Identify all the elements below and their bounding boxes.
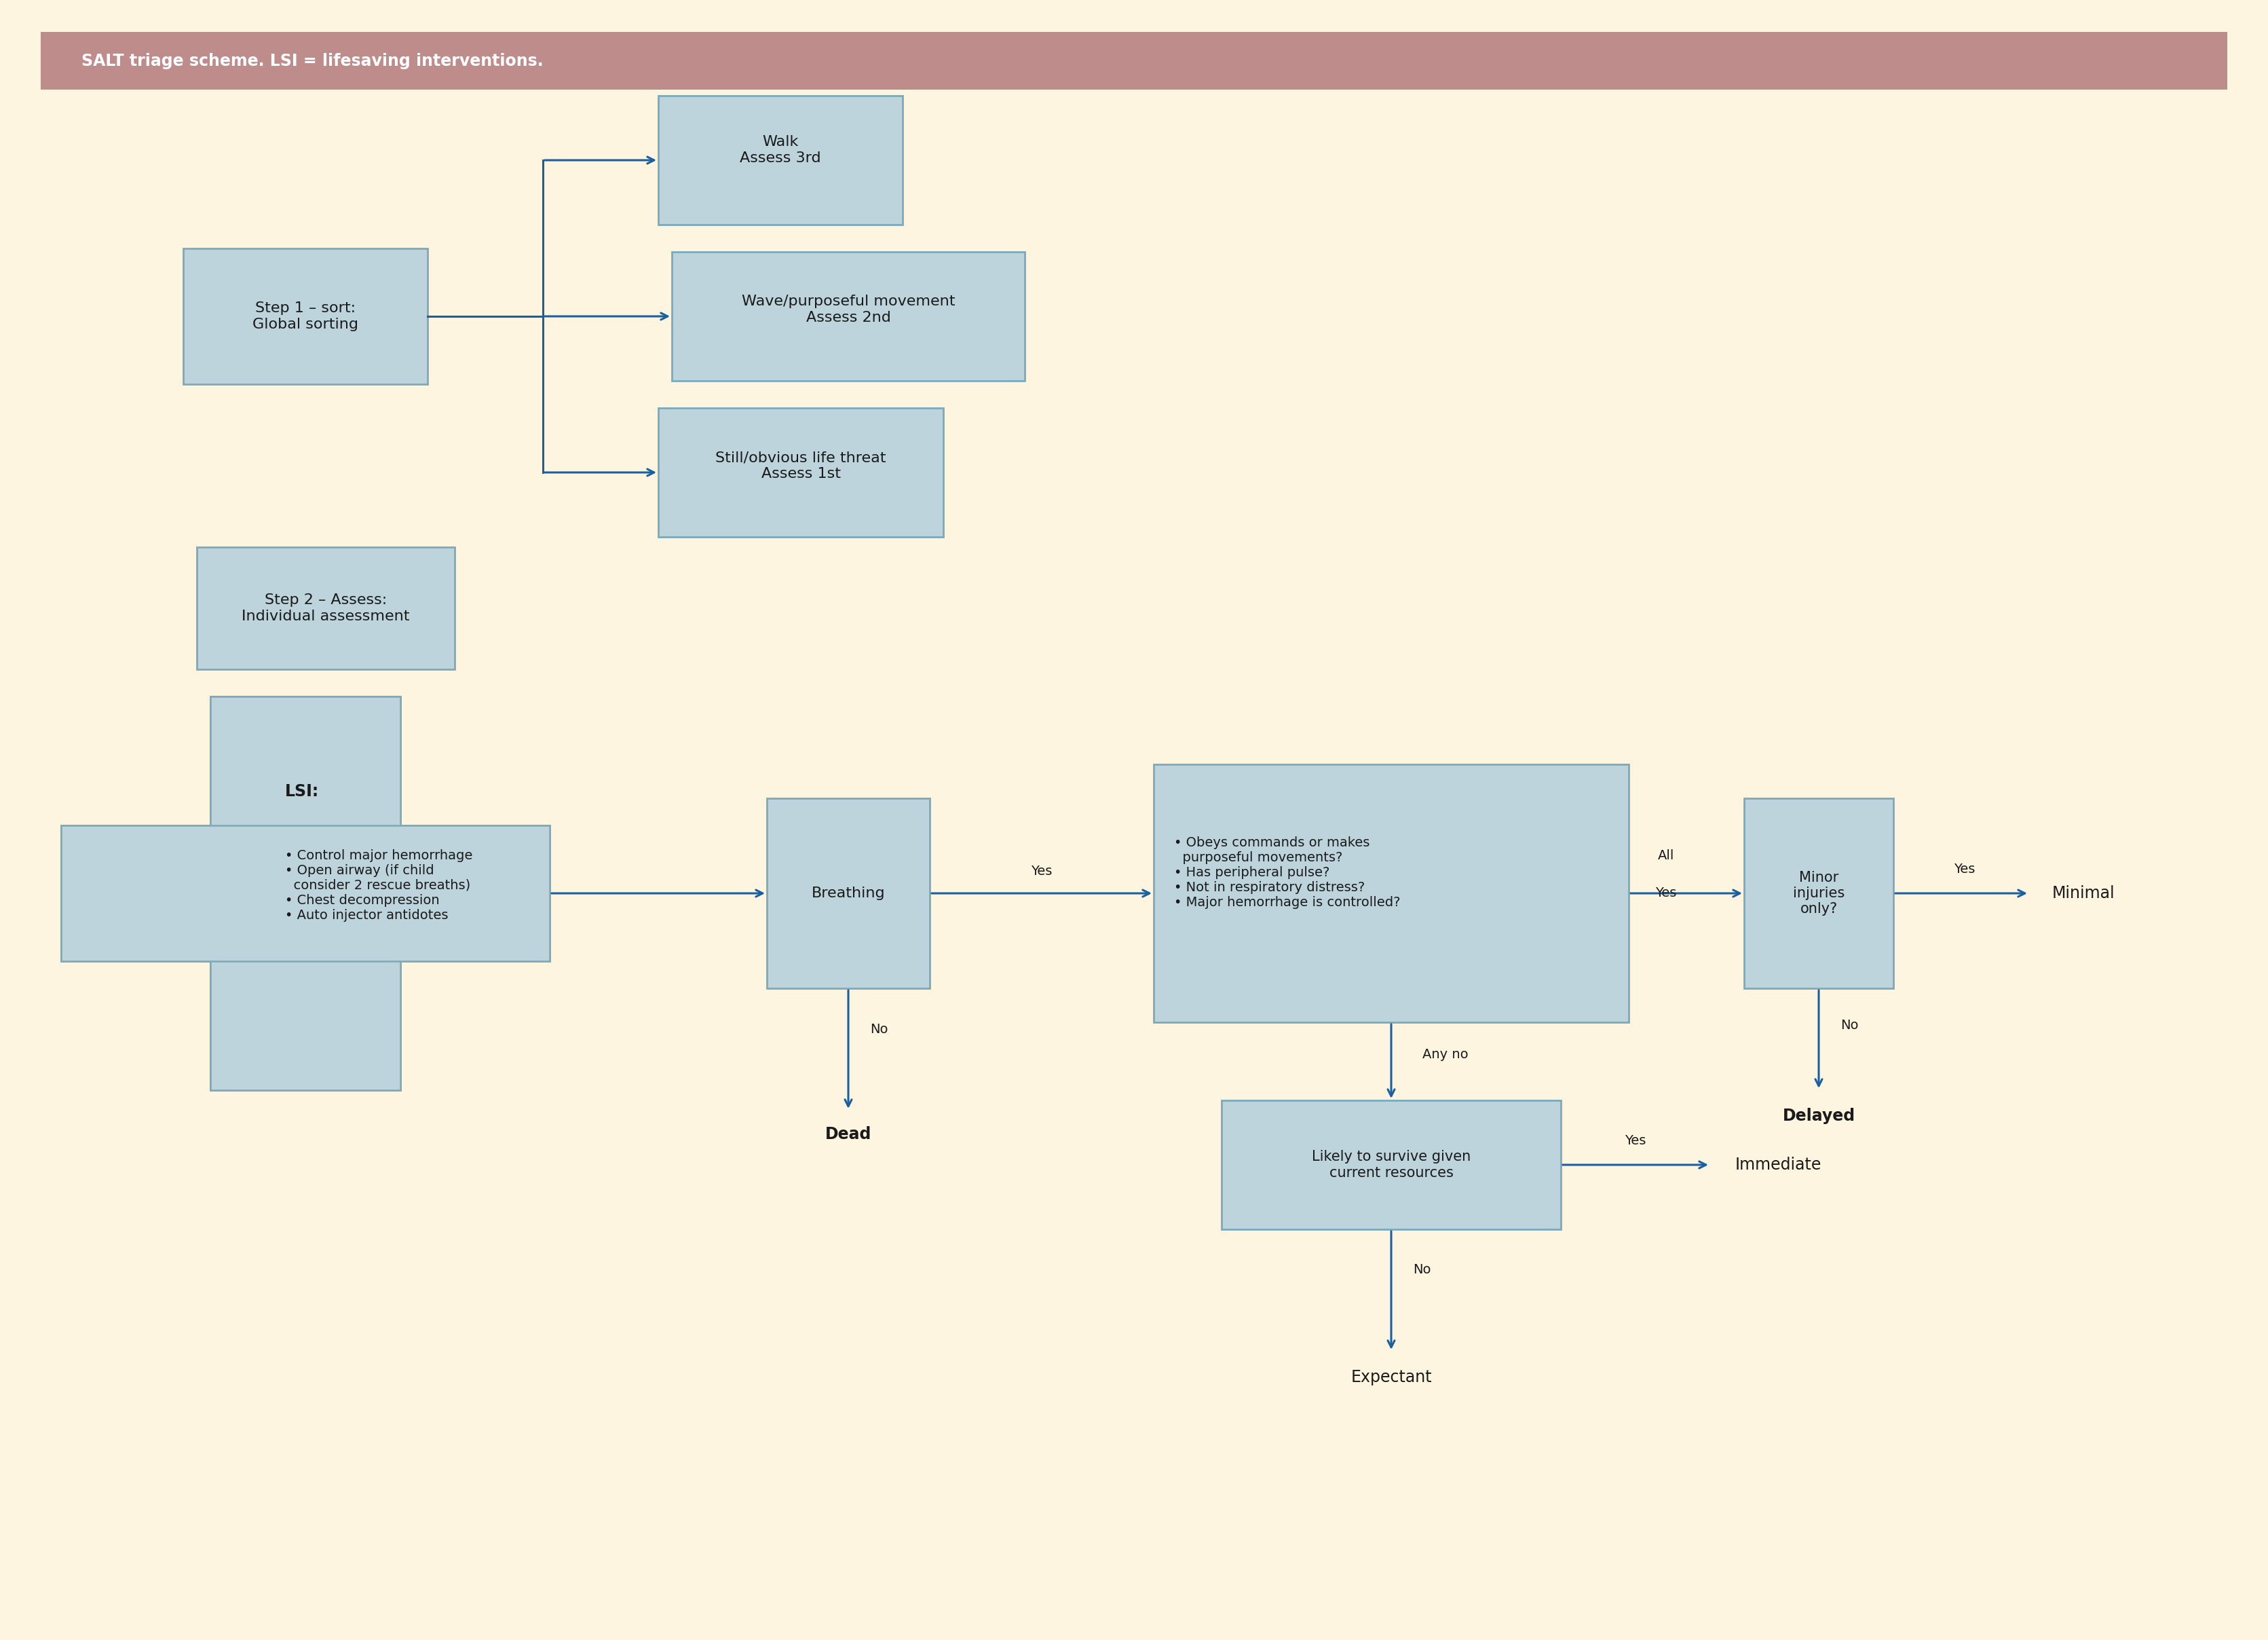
Text: Yes: Yes — [1032, 866, 1052, 877]
FancyBboxPatch shape — [184, 248, 429, 384]
Text: Yes: Yes — [1955, 863, 1975, 876]
Text: Breathing: Breathing — [812, 887, 885, 900]
Text: Still/obvious life threat
Assess 1st: Still/obvious life threat Assess 1st — [714, 451, 887, 481]
FancyBboxPatch shape — [211, 697, 401, 1091]
FancyBboxPatch shape — [658, 95, 903, 225]
Text: • Obeys commands or makes
  purposeful movements?
• Has peripheral pulse?
• Not : • Obeys commands or makes purposeful mov… — [1175, 836, 1399, 909]
FancyBboxPatch shape — [658, 408, 943, 536]
Text: LSI:: LSI: — [286, 784, 320, 800]
Text: No: No — [871, 1023, 887, 1035]
Text: Likely to survive given
current resources: Likely to survive given current resource… — [1311, 1150, 1470, 1179]
Text: • Control major hemorrhage
• Open airway (if child
  consider 2 rescue breaths)
: • Control major hemorrhage • Open airway… — [286, 850, 472, 922]
FancyBboxPatch shape — [1154, 764, 1628, 1022]
Text: No: No — [1839, 1018, 1857, 1032]
Text: Any no: Any no — [1422, 1048, 1467, 1061]
FancyBboxPatch shape — [1222, 1100, 1560, 1230]
Text: Yes: Yes — [1624, 1135, 1647, 1148]
FancyBboxPatch shape — [61, 825, 549, 961]
FancyBboxPatch shape — [61, 825, 549, 961]
Text: SALT triage scheme. LSI = lifesaving interventions.: SALT triage scheme. LSI = lifesaving int… — [82, 52, 544, 69]
Text: Immediate: Immediate — [1735, 1156, 1821, 1173]
FancyBboxPatch shape — [211, 697, 401, 1091]
FancyBboxPatch shape — [197, 548, 454, 669]
Text: Expectant: Expectant — [1352, 1369, 1431, 1386]
Text: Delayed: Delayed — [1783, 1107, 1855, 1123]
Text: Step 2 – Assess:
Individual assessment: Step 2 – Assess: Individual assessment — [243, 594, 411, 623]
Text: Minor
injuries
only?: Minor injuries only? — [1794, 871, 1844, 915]
Text: Yes: Yes — [1656, 887, 1676, 900]
FancyBboxPatch shape — [41, 33, 2227, 90]
Text: Minimal: Minimal — [2053, 886, 2114, 902]
Text: Walk
Assess 3rd: Walk Assess 3rd — [739, 136, 821, 164]
Text: Wave/purposeful movement
Assess 2nd: Wave/purposeful movement Assess 2nd — [742, 295, 955, 325]
Text: No: No — [1413, 1263, 1431, 1276]
Text: Step 1 – sort:
Global sorting: Step 1 – sort: Global sorting — [252, 302, 358, 331]
Text: Dead: Dead — [826, 1127, 871, 1143]
FancyBboxPatch shape — [671, 253, 1025, 380]
FancyBboxPatch shape — [1744, 799, 1894, 989]
Text: All: All — [1658, 850, 1674, 863]
FancyBboxPatch shape — [767, 799, 930, 989]
